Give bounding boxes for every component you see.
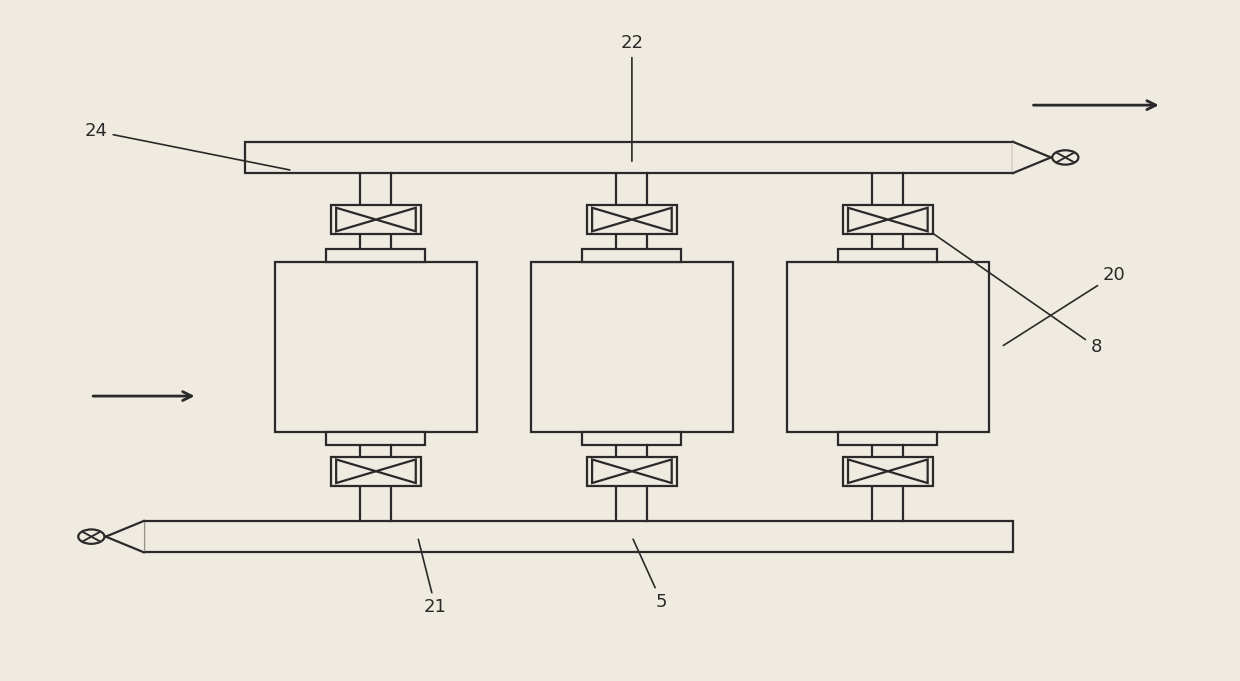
Bar xyxy=(331,457,422,486)
Bar xyxy=(587,205,677,234)
Bar xyxy=(326,432,425,445)
Polygon shape xyxy=(1013,142,1052,173)
Text: 20: 20 xyxy=(1003,266,1126,345)
Bar xyxy=(838,432,937,445)
Text: 22: 22 xyxy=(620,34,644,161)
Bar xyxy=(331,205,422,234)
Bar xyxy=(843,205,932,234)
Bar xyxy=(275,262,477,432)
Bar xyxy=(583,432,682,445)
Text: 5: 5 xyxy=(634,539,667,611)
Bar xyxy=(838,249,937,262)
Text: 24: 24 xyxy=(84,123,290,170)
Bar xyxy=(246,142,1013,173)
Bar xyxy=(843,457,932,486)
Polygon shape xyxy=(105,521,144,552)
Bar xyxy=(144,521,1013,552)
Bar xyxy=(786,262,990,432)
Text: 21: 21 xyxy=(418,539,446,616)
Bar xyxy=(326,249,425,262)
Bar xyxy=(583,249,682,262)
Text: 8: 8 xyxy=(930,231,1102,356)
Circle shape xyxy=(78,529,104,544)
Circle shape xyxy=(1053,151,1079,165)
Bar xyxy=(531,262,733,432)
Bar xyxy=(587,457,677,486)
